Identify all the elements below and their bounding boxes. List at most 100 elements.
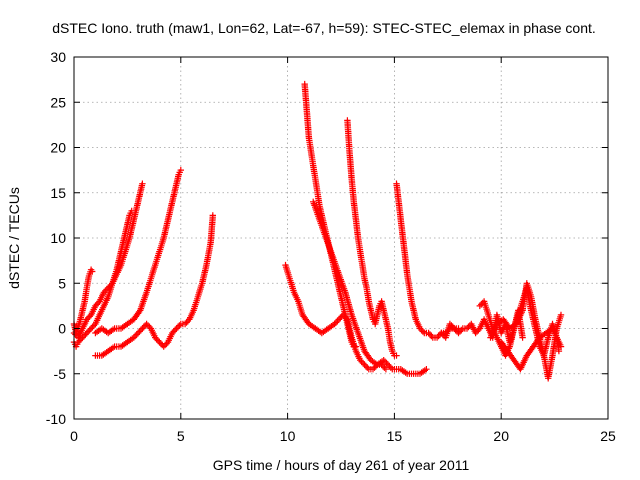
data-point	[174, 323, 182, 331]
data-point	[555, 347, 563, 355]
y-tick-label: -10	[46, 411, 66, 427]
data-point	[103, 286, 110, 293]
data-point	[163, 340, 170, 347]
data-point	[132, 332, 139, 340]
y-tick-label: 25	[50, 94, 66, 110]
data-point	[331, 320, 338, 328]
x-tick-label: 20	[493, 428, 509, 444]
data-point	[476, 302, 483, 310]
data-point	[416, 325, 424, 332]
x-tick-label: 0	[70, 428, 78, 444]
data-point	[87, 325, 95, 332]
data-point	[90, 322, 98, 329]
data-point	[439, 331, 446, 338]
data-point	[519, 334, 526, 341]
y-tick-label: 15	[50, 185, 66, 201]
chart-title: dSTEC Iono. truth (maw1, Lon=62, Lat=-67…	[52, 20, 596, 36]
data-point	[393, 352, 400, 359]
data-point	[458, 326, 465, 334]
data-point	[369, 366, 377, 373]
data-point	[140, 323, 147, 331]
data-point	[386, 363, 393, 370]
data-point	[100, 289, 108, 296]
data-point	[384, 361, 392, 368]
data-point	[83, 329, 90, 337]
grid-lines	[74, 57, 608, 419]
data-point	[133, 331, 140, 338]
data-point	[380, 357, 387, 364]
x-tick-labels: 0 5 10 15 20 25	[70, 428, 616, 444]
y-tick-label: 20	[50, 140, 66, 156]
x-tick-label: 10	[280, 428, 296, 444]
data-point	[359, 360, 367, 367]
data-point	[352, 343, 360, 350]
data-point	[137, 326, 145, 334]
data-point	[455, 329, 462, 337]
y-tick-label: 0	[58, 321, 66, 337]
data-point	[448, 322, 455, 329]
data-point	[358, 358, 365, 365]
data-point	[86, 313, 93, 320]
data-point	[135, 308, 143, 316]
data-point	[332, 319, 340, 326]
y-tick-labels: -10 -5 0 5 10 15 20 25 30	[46, 49, 66, 427]
data-point	[86, 326, 93, 334]
data-point	[472, 329, 479, 337]
data-point	[364, 364, 371, 371]
y-tick-label: -5	[54, 366, 67, 382]
data-point	[85, 328, 92, 335]
data-point	[139, 325, 146, 332]
data-point	[153, 335, 160, 343]
data-point	[106, 283, 113, 290]
data-point	[361, 361, 368, 368]
data-point	[146, 323, 153, 331]
data-point	[156, 338, 163, 346]
data-point	[425, 329, 432, 337]
data-point	[93, 301, 100, 308]
data-point	[154, 337, 162, 344]
x-tick-label: 25	[600, 428, 616, 444]
y-tick-label: 10	[50, 230, 66, 246]
data-point	[139, 180, 146, 187]
x-axis-label: GPS time / hours of day 261 of year 2011	[213, 457, 470, 473]
data-point	[449, 323, 456, 331]
data-points	[70, 80, 565, 382]
data-point	[152, 334, 159, 341]
data-point	[161, 341, 169, 349]
data-point	[92, 302, 99, 310]
data-point	[362, 363, 370, 370]
data-point	[169, 329, 176, 337]
data-point	[463, 325, 471, 332]
data-point	[143, 320, 150, 328]
data-point	[82, 331, 89, 338]
data-point	[451, 325, 458, 332]
y-tick-label: 5	[58, 275, 66, 291]
data-point	[107, 281, 115, 288]
data-point	[381, 358, 389, 365]
data-point	[418, 326, 425, 334]
data-point	[381, 364, 388, 371]
data-point	[426, 331, 434, 338]
data-point	[438, 329, 445, 337]
data-point	[557, 311, 565, 319]
data-point	[387, 364, 394, 371]
data-point	[473, 328, 481, 335]
axis-ticks	[73, 56, 609, 420]
data-point	[379, 363, 387, 370]
data-point	[337, 314, 344, 322]
data-point	[89, 323, 96, 331]
data-point	[171, 326, 179, 334]
data-point	[452, 326, 459, 334]
data-point	[173, 325, 180, 332]
data-point	[383, 360, 390, 367]
data-point	[423, 366, 430, 373]
data-point	[95, 299, 102, 307]
data-point	[456, 328, 464, 335]
data-point	[357, 357, 364, 364]
data-point	[475, 326, 482, 334]
data-point	[157, 340, 165, 347]
y-axis-label: dSTEC / TECUs	[6, 187, 22, 289]
data-point	[209, 212, 216, 219]
data-point	[382, 366, 390, 373]
